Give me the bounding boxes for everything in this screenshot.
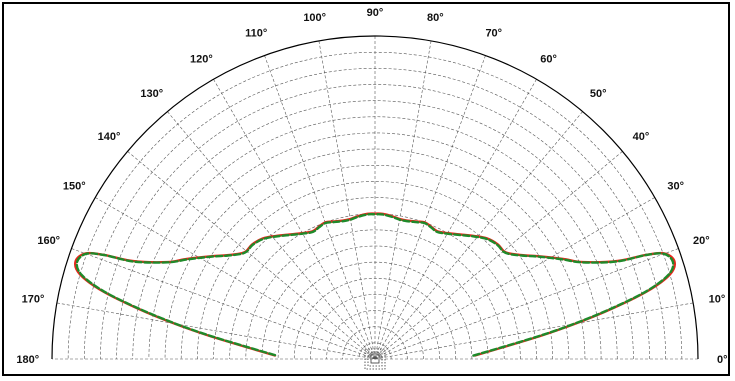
angle-tick-label: 10° [709, 294, 726, 306]
radial-grid-arc-10 [197, 181, 553, 360]
angle-spoke-50 [374, 111, 583, 360]
angle-tick-label: 80° [427, 12, 444, 24]
angle-spoke-10 [374, 302, 694, 360]
center-square-1 [367, 351, 383, 367]
angle-spoke-60 [374, 79, 537, 360]
center-marker [364, 348, 386, 370]
radial-grid-arc-9 [213, 197, 537, 360]
angle-spoke-130 [167, 111, 376, 360]
angle-spoke-80 [374, 40, 432, 360]
angle-tick-label: 120° [190, 53, 213, 65]
polar-grid [51, 35, 699, 360]
polar-chart: 0° 10° 20° 30° 40° 50° 60° 70° 80° 90° 100° 110° 120… [16, 7, 727, 370]
radial-grid-arc-16 [100, 84, 650, 360]
angle-tick-label: 20° [693, 235, 710, 247]
angle-tick-label: 140° [98, 131, 121, 143]
angle-spoke-170 [56, 302, 376, 360]
angle-tick-label: 180° [16, 354, 39, 366]
radial-grid-arc-15 [116, 100, 634, 360]
angle-tick-label: 30° [667, 180, 684, 192]
series-line-1 [74, 212, 676, 357]
angle-tick-label: 90° [367, 7, 384, 19]
chart-frame: 0° 10° 20° 30° 40° 50° 60° 70° 80° 90° 100° 110° 120… [2, 2, 730, 376]
center-square-2 [364, 348, 386, 370]
outer-arc [51, 35, 699, 360]
angle-spoke-20 [374, 248, 679, 360]
angle-spoke-150 [95, 197, 376, 360]
angle-tick-label: 50° [590, 88, 607, 100]
angle-tick-label: 170° [22, 294, 45, 306]
angle-tick-label: 150° [63, 180, 86, 192]
angle-spoke-120 [213, 79, 376, 360]
angle-tick-label: 110° [245, 28, 267, 40]
series-line-2 [75, 213, 675, 357]
angle-spoke-110 [264, 55, 376, 360]
angle-spoke-40 [374, 151, 623, 360]
radial-grid-arc-8 [229, 213, 521, 360]
angle-tick-label: 0° [717, 354, 728, 366]
radial-grid-arc-3 [310, 294, 440, 360]
angle-tick-labels: 0° 10° 20° 30° 40° 50° 60° 70° 80° 90° 100° 110° 120… [16, 7, 727, 366]
angle-spoke-140 [127, 151, 376, 360]
center-square-0 [370, 354, 380, 364]
angle-tick-label: 70° [485, 28, 502, 40]
angle-tick-label: 40° [633, 131, 650, 143]
radial-grid-arc-12 [164, 148, 586, 360]
angle-spoke-160 [71, 248, 376, 360]
angle-tick-label: 60° [540, 53, 557, 65]
angle-spoke-70 [374, 55, 486, 360]
radial-grid-arc-7 [245, 229, 505, 360]
radial-grid-arc-2 [326, 310, 424, 360]
angle-spoke-30 [374, 197, 655, 360]
angle-tick-label: 100° [303, 12, 326, 24]
angle-spoke-100 [318, 40, 376, 360]
angle-tick-label: 160° [37, 235, 60, 247]
series-layer [74, 212, 676, 357]
angle-tick-label: 130° [140, 88, 163, 100]
